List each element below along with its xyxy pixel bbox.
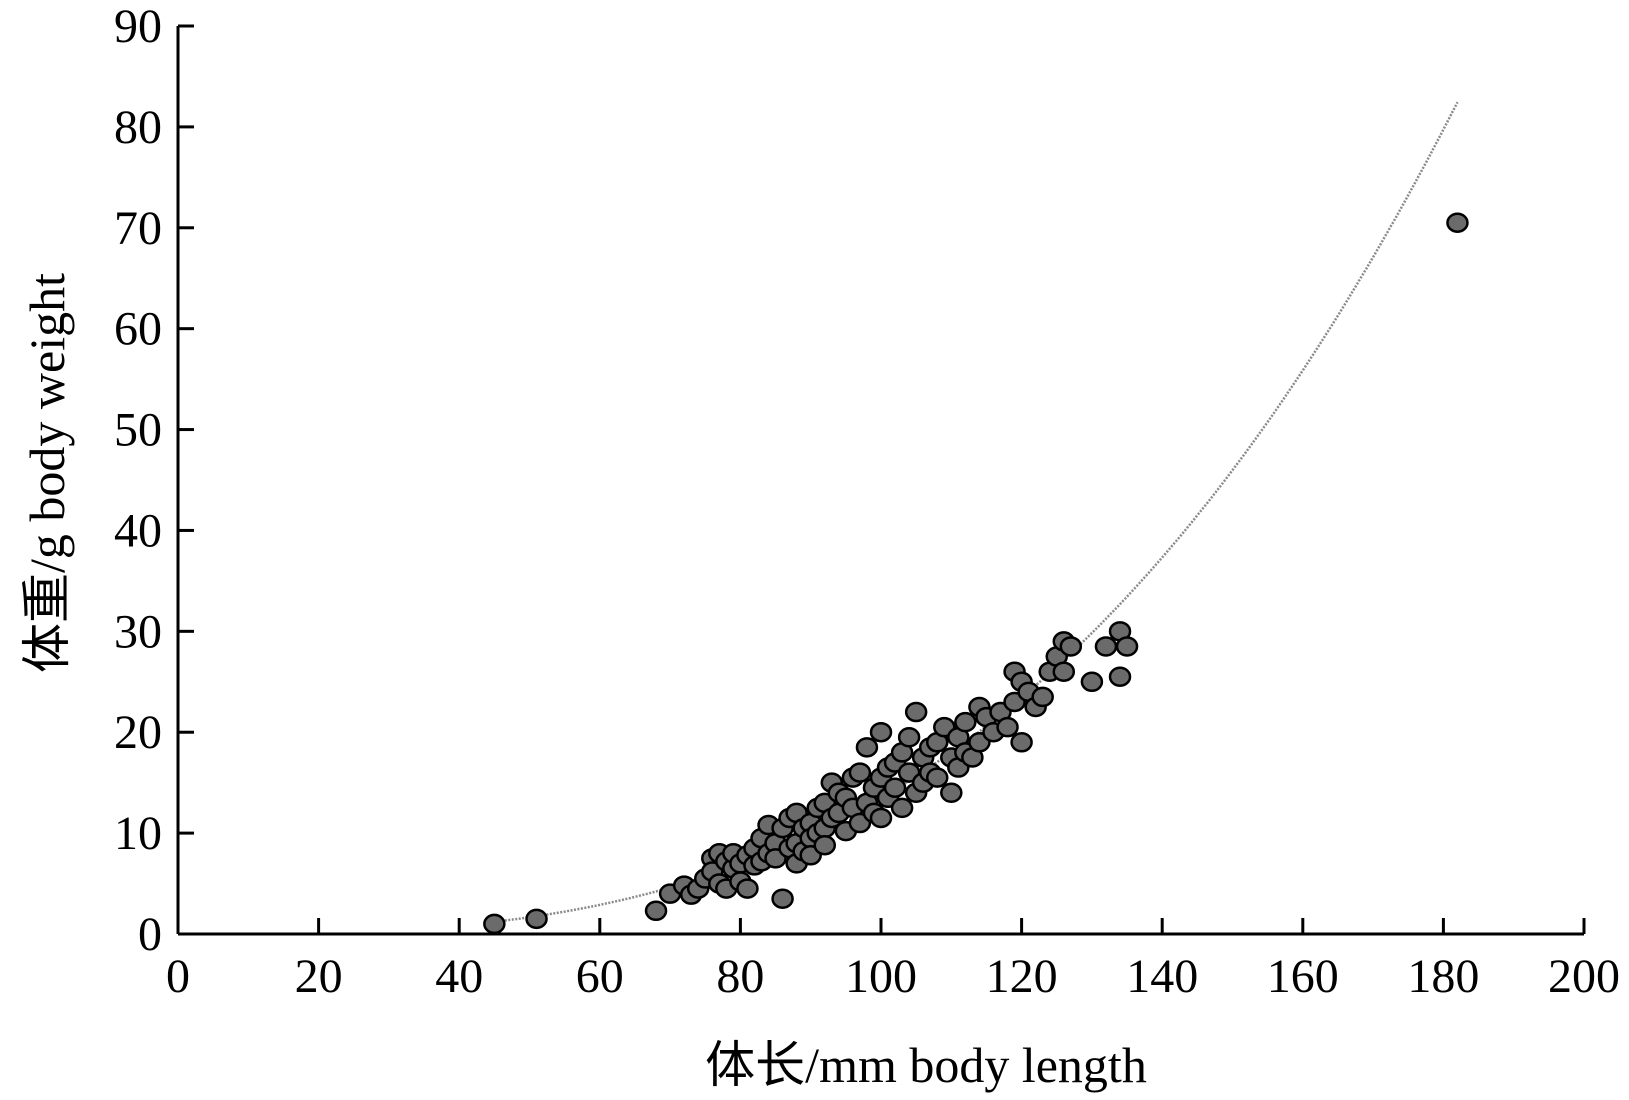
fit-curve-layer	[494, 101, 1459, 924]
data-point	[848, 762, 872, 783]
y-tick-label: 10	[114, 807, 162, 860]
data-point	[904, 701, 928, 723]
data-point	[1094, 636, 1118, 657]
data-points-layer	[483, 212, 1469, 935]
x-tick-label: 180	[1407, 950, 1479, 1003]
data-point	[1052, 661, 1076, 682]
data-point	[883, 777, 907, 798]
tick-labels: 0 20 40 60 80 100 120 140 160 180 200 0 10 20 30 40 50 60…	[114, 0, 1620, 1003]
x-tick-label: 60	[576, 950, 624, 1003]
x-axis-title: 体长/mm body length	[705, 1037, 1147, 1093]
y-tick-label: 0	[138, 908, 162, 961]
x-tick-label: 160	[1267, 950, 1339, 1003]
y-tick-label: 20	[114, 706, 162, 759]
y-tick-label: 80	[114, 101, 162, 154]
y-tick-label: 40	[114, 504, 162, 557]
data-point	[771, 888, 794, 909]
data-point	[1031, 686, 1054, 708]
y-tick-label: 60	[114, 303, 162, 356]
data-point	[869, 807, 893, 829]
x-tick-label: 100	[845, 950, 917, 1003]
x-tick-label: 0	[166, 950, 190, 1003]
data-point	[940, 782, 963, 804]
data-point	[890, 797, 914, 819]
x-tick-label: 120	[986, 950, 1058, 1003]
y-tick-label: 50	[114, 404, 162, 457]
data-point	[1080, 671, 1104, 693]
data-point	[736, 878, 759, 899]
data-point	[897, 727, 921, 748]
data-point	[483, 913, 506, 935]
data-point	[644, 900, 668, 922]
y-axis-title: 体重/g body weight	[19, 273, 75, 673]
data-point	[1059, 636, 1083, 657]
data-point	[855, 737, 879, 758]
data-point	[813, 834, 837, 856]
data-point	[1446, 212, 1469, 233]
x-tick-label: 80	[716, 950, 764, 1003]
x-tick-label: 140	[1126, 950, 1198, 1003]
x-tick-label: 200	[1548, 950, 1620, 1003]
y-tick-label: 70	[114, 202, 162, 255]
y-tick-label: 30	[114, 605, 162, 658]
fit-curve	[494, 101, 1459, 924]
data-point	[869, 721, 893, 743]
x-tick-label: 40	[435, 950, 483, 1003]
axes	[176, 24, 1586, 936]
data-point	[925, 767, 949, 788]
data-point	[996, 716, 1019, 738]
data-point	[1108, 666, 1132, 687]
x-tick-label: 20	[295, 950, 343, 1003]
data-point	[1010, 732, 1033, 753]
data-point	[1115, 636, 1139, 657]
data-point	[954, 711, 977, 733]
data-point	[525, 908, 548, 930]
y-tick-label: 90	[114, 0, 162, 53]
